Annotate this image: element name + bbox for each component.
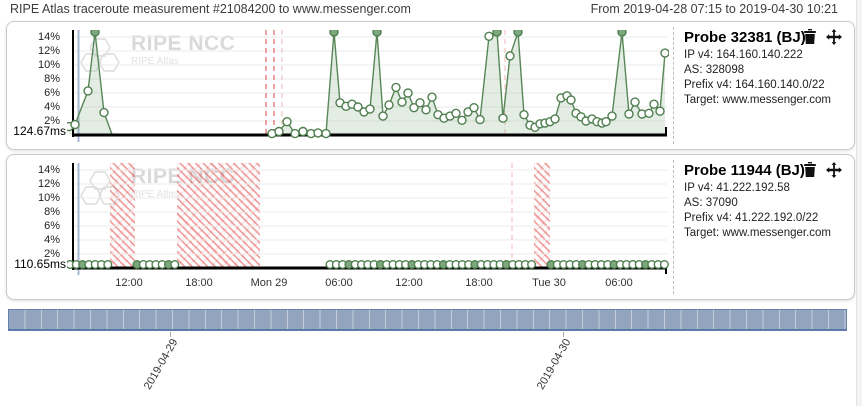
probe-info-1: Probe 11944 (BJ) IP v4: 41.222.192.58 AS… (684, 162, 832, 241)
y-axis-1: 14% 12% 10% 8% 6% 4% 2% (7, 155, 63, 299)
y-tick-label: 10% (37, 192, 60, 204)
x-tick-label: 18:00 (185, 277, 213, 289)
probe-target: Target: www.messenger.com (684, 226, 832, 239)
plot-1[interactable]: RIPE NCC RIPE Atlas (67, 163, 669, 275)
date-tick (170, 332, 171, 337)
y-tick-label: 2% (44, 248, 60, 260)
packet-loss-band (110, 163, 135, 268)
time-range-label: From 2019-04-28 07:15 to 2019-04-30 10:2… (590, 2, 838, 16)
rtt-label-1: 110.65ms (14, 257, 66, 271)
y-tick-label: 8% (44, 206, 60, 218)
y-tick-label: 4% (44, 234, 60, 246)
date-tick (563, 332, 564, 337)
x-tick-label: 06:00 (325, 277, 353, 289)
delete-probe-button[interactable] (803, 162, 817, 183)
y-tick-label: 4% (44, 101, 60, 113)
y-tick-label: 14% (37, 164, 60, 176)
move-icon (826, 29, 842, 45)
delete-probe-button[interactable] (803, 29, 817, 50)
date-label: 2019-04-29 (141, 337, 181, 392)
packet-loss-band (177, 163, 260, 268)
x-tick-label: 12:00 (395, 277, 423, 289)
probe-panel-1: 14% 12% 10% 8% 6% 4% 2% 110.65ms RIPE NCC RIPE… (6, 154, 855, 300)
watermark-title: RIPE NCC (131, 32, 236, 55)
trash-icon (804, 162, 816, 177)
probe-ip: IP v4: 41.222.192.58 (684, 182, 790, 194)
probe-ip: IP v4: 164.160.140.222 (684, 49, 803, 61)
probe-panel-0: 14% 12% 10% 8% 6% 4% 2% 124.67ms RIPE NCC RIPE… (6, 21, 855, 150)
probe-target: Target: www.messenger.com (684, 93, 832, 106)
page-header: RIPE Atlas traceroute measurement #21084… (0, 0, 852, 16)
x-tick-label: Tue 30 (532, 277, 566, 289)
panel-separator (673, 160, 674, 294)
probe-info-0: Probe 32381 (BJ) IP v4: 164.160.140.222 … (684, 29, 832, 108)
panel-separator (673, 27, 674, 144)
x-tick-label: Mon 29 (250, 277, 288, 289)
probe-title: Probe 32381 (BJ) (684, 29, 806, 46)
y-tick-label: 12% (37, 45, 60, 57)
y-tick-label: 14% (37, 31, 60, 43)
watermark-subtitle: RIPE Atlas (131, 56, 179, 67)
x-tick-label: 18:00 (465, 277, 493, 289)
ripe-ncc-watermark: RIPE NCC RIPE Atlas (77, 32, 235, 82)
y-tick-label: 8% (44, 73, 60, 85)
timeline-brush-bar[interactable] (8, 309, 847, 331)
vertical-scrollbar[interactable] (856, 0, 862, 406)
x-tick-label: 06:00 (605, 277, 633, 289)
x-tick-label: 12:00 (115, 277, 143, 289)
x-axis: 12:00 18:00 Mon 29 06:00 12:00 18:00 Tue 30 06:… (7, 277, 854, 291)
watermark-subtitle: RIPE Atlas (131, 189, 179, 200)
probe-asn: AS: 37090 (684, 196, 738, 209)
y-tick-label: 10% (37, 59, 60, 71)
move-probe-button[interactable] (826, 162, 842, 183)
y-tick-label: 6% (44, 87, 60, 99)
panel-actions-0 (803, 29, 842, 50)
rtt-label-0: 124.67ms (13, 124, 66, 138)
packet-loss-band (534, 163, 550, 268)
move-probe-button[interactable] (826, 29, 842, 50)
move-icon (826, 162, 842, 178)
probe-prefix: Prefix v4: 164.160.140.0/22 (684, 78, 825, 91)
y-tick-label: 2% (44, 115, 60, 127)
y-axis-0: 14% 12% 10% 8% 6% 4% 2% (7, 22, 63, 149)
panel-actions-1 (803, 162, 842, 183)
trash-icon (804, 29, 816, 44)
y-tick-label: 6% (44, 220, 60, 232)
y-tick-label: 12% (37, 178, 60, 190)
probe-asn: AS: 328098 (684, 63, 745, 76)
date-label: 2019-04-30 (534, 337, 574, 392)
probe-prefix: Prefix v4: 41.222.192.0/22 (684, 211, 819, 224)
plot-0[interactable]: RIPE NCC RIPE Atlas (67, 30, 669, 142)
measurement-title: RIPE Atlas traceroute measurement #21084… (10, 2, 411, 16)
probe-title: Probe 11944 (BJ) (684, 162, 805, 179)
